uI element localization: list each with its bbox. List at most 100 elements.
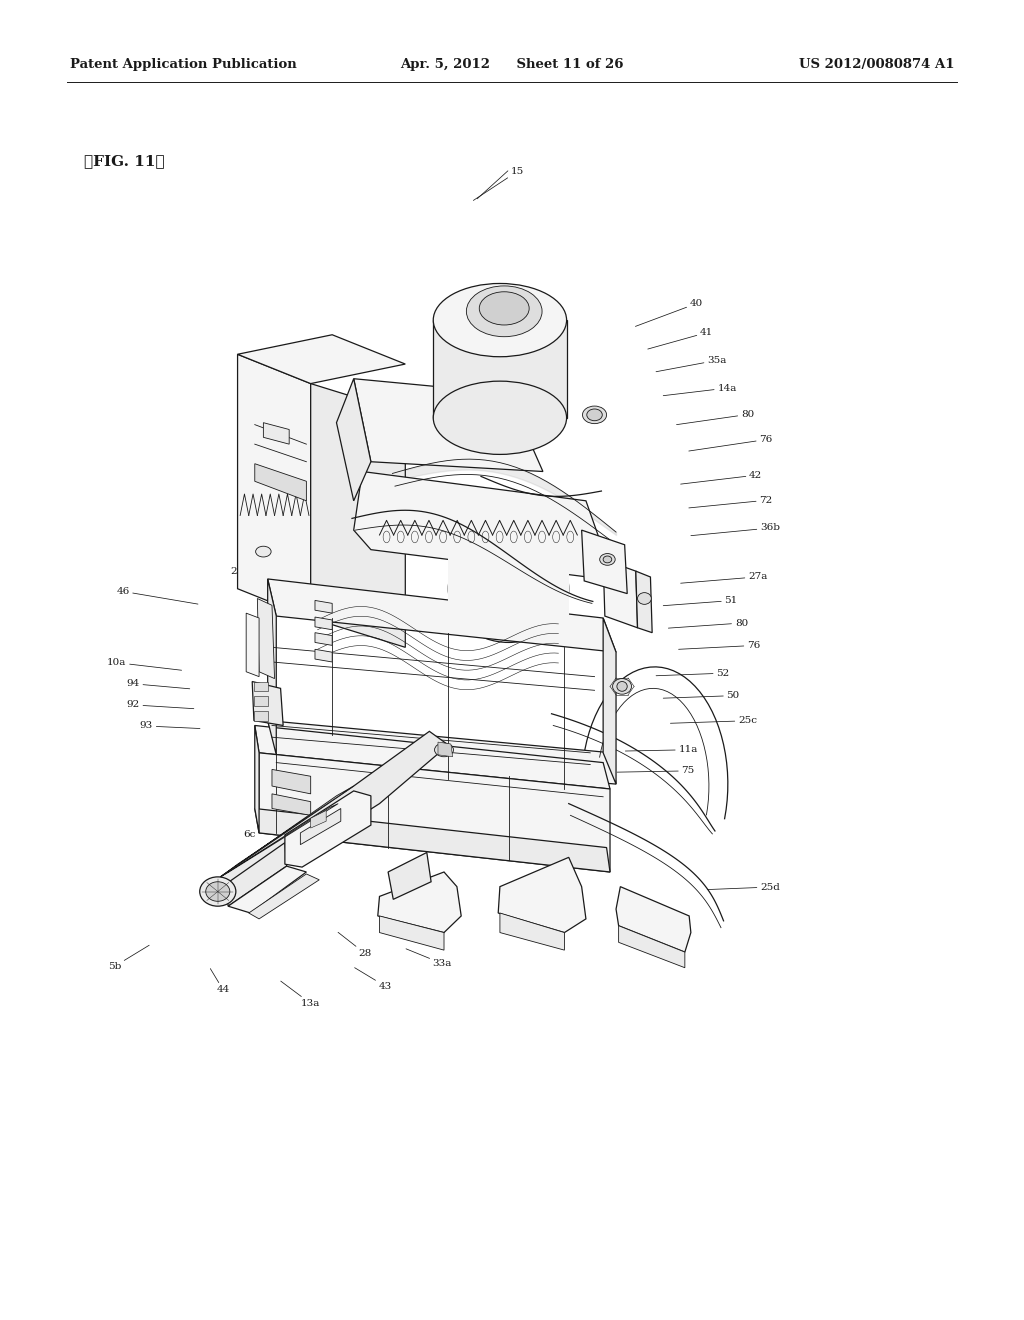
Text: 72: 72 [689,496,772,508]
Polygon shape [246,612,259,677]
Polygon shape [228,866,306,913]
Polygon shape [618,925,685,968]
Text: 92: 92 [127,701,194,709]
Polygon shape [636,572,652,632]
Text: 43: 43 [354,968,391,990]
Text: 41: 41 [648,329,713,348]
Text: 80: 80 [669,619,748,628]
Ellipse shape [434,743,454,756]
Polygon shape [272,793,310,816]
Polygon shape [267,721,616,784]
Polygon shape [310,384,406,647]
Text: 25c: 25c [671,717,757,725]
Ellipse shape [466,550,552,627]
Polygon shape [252,681,284,726]
Polygon shape [353,379,543,471]
Ellipse shape [583,407,606,424]
Text: US 2012/0080874 A1: US 2012/0080874 A1 [799,58,954,71]
Text: 49: 49 [248,587,282,598]
Polygon shape [582,531,628,594]
Ellipse shape [603,556,611,562]
Polygon shape [255,808,610,873]
Text: 93: 93 [140,722,200,730]
Text: Patent Application Publication: Patent Application Publication [70,58,296,71]
Ellipse shape [433,381,566,454]
Polygon shape [433,321,566,417]
Polygon shape [255,726,259,833]
Polygon shape [300,808,341,845]
Text: Apr. 5, 2012  Sheet 11 of 26: Apr. 5, 2012 Sheet 11 of 26 [400,58,624,71]
Text: 46: 46 [117,587,198,605]
Ellipse shape [479,292,529,325]
Text: 51: 51 [664,597,737,606]
Polygon shape [310,810,327,828]
Text: 「FIG. 11」: 「FIG. 11」 [84,154,165,168]
Ellipse shape [439,746,450,754]
Text: 76: 76 [689,436,772,451]
Polygon shape [220,785,353,876]
Text: 73: 73 [521,895,575,907]
Text: 25d: 25d [708,883,780,891]
Ellipse shape [256,546,271,557]
Text: 5b: 5b [108,945,150,970]
Polygon shape [267,579,616,652]
Polygon shape [267,579,276,755]
Polygon shape [255,726,610,789]
Ellipse shape [612,678,632,694]
Text: 52: 52 [656,669,729,677]
Ellipse shape [587,409,602,421]
Ellipse shape [466,286,542,337]
Text: 28: 28 [338,932,371,957]
Polygon shape [603,560,638,628]
Polygon shape [257,598,274,678]
Ellipse shape [638,593,651,605]
Polygon shape [315,601,332,612]
Polygon shape [315,616,332,630]
Polygon shape [263,422,289,444]
Text: 26a: 26a [230,568,271,579]
Text: 13a: 13a [281,981,319,1007]
Text: 11a: 11a [626,746,697,754]
Text: 42: 42 [681,471,762,484]
Polygon shape [254,710,267,721]
Polygon shape [500,913,564,950]
Text: 75: 75 [617,767,694,775]
Polygon shape [272,770,310,793]
Ellipse shape [200,876,236,906]
Polygon shape [249,874,319,919]
Polygon shape [220,804,338,876]
Text: 10a: 10a [108,659,181,671]
Text: 33a: 33a [407,949,452,968]
Polygon shape [285,791,371,867]
Polygon shape [616,887,691,952]
Text: 40: 40 [636,300,702,326]
Polygon shape [499,858,586,932]
Text: 27a: 27a [681,573,767,583]
Text: 35a: 35a [656,356,726,372]
Polygon shape [353,471,603,579]
Text: 80: 80 [677,411,754,425]
Text: 15: 15 [473,168,523,201]
Ellipse shape [449,535,568,643]
Text: 21a: 21a [245,548,284,560]
Polygon shape [238,335,406,384]
Polygon shape [226,842,287,906]
Polygon shape [259,752,610,873]
Text: 44: 44 [210,969,229,994]
Text: 6c: 6c [244,822,274,838]
Text: 94: 94 [127,680,189,689]
Ellipse shape [600,553,615,565]
Polygon shape [603,618,616,784]
Polygon shape [238,354,310,618]
Ellipse shape [616,681,628,692]
Polygon shape [220,731,449,896]
Text: 11a: 11a [406,789,445,807]
Polygon shape [337,379,371,500]
Polygon shape [315,649,332,663]
Polygon shape [254,696,267,706]
Text: 23: 23 [272,507,306,517]
Polygon shape [438,742,453,756]
Text: 36b: 36b [691,524,780,536]
Text: 22a: 22a [255,528,292,539]
Polygon shape [255,463,306,500]
